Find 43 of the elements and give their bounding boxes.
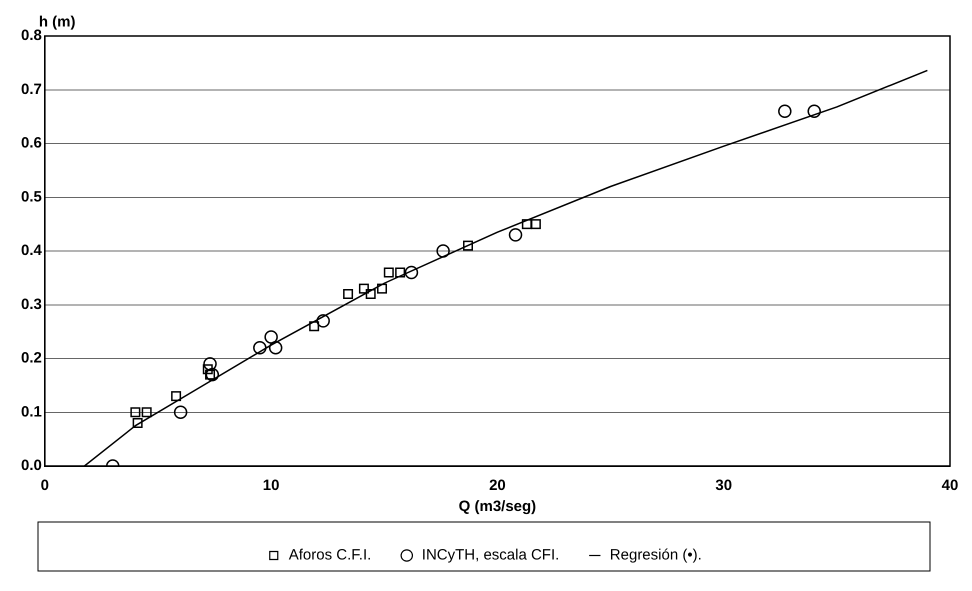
point [264, 330, 278, 344]
point [384, 268, 394, 278]
point [530, 219, 541, 230]
point [377, 284, 388, 294]
point [395, 268, 406, 278]
point [174, 406, 188, 419]
legend-label: Aforos C.F.I. [288, 546, 372, 564]
point [436, 244, 450, 258]
point [268, 341, 282, 354]
y-tick-label: 0.7 [20, 80, 42, 98]
point [309, 321, 320, 332]
x-axis-title: Q (m3/seg) [458, 498, 536, 516]
point [206, 368, 220, 382]
point [203, 357, 217, 371]
y-tick-label: 0.6 [20, 134, 42, 152]
point [366, 289, 376, 299]
x-tick-label: 20 [489, 477, 506, 494]
point [142, 407, 152, 418]
legend-label: INCyTH, escala CFI. [422, 546, 560, 564]
y-tick-label: 0.5 [20, 188, 42, 206]
point [316, 314, 330, 328]
point [463, 240, 473, 251]
point [404, 266, 418, 280]
point [807, 104, 821, 118]
point [508, 228, 522, 242]
point [358, 284, 369, 294]
y-tick-label: 0.3 [20, 296, 42, 313]
y-tick-label: 0.4 [20, 242, 42, 260]
point [778, 104, 792, 118]
legend-label: Regresión (•). [610, 546, 702, 564]
y-tick-label: 0.2 [20, 350, 42, 367]
x-tick-label: 10 [262, 477, 280, 494]
point [343, 289, 354, 299]
y-tick-label: 0.1 [20, 403, 42, 420]
x-tick-label: 0 [40, 477, 50, 494]
x-tick-label: 40 [942, 477, 958, 494]
point [253, 341, 267, 354]
y-tick-label: 0.0 [20, 457, 42, 474]
point [171, 391, 182, 402]
point [132, 418, 143, 428]
point [522, 219, 532, 230]
point [130, 407, 140, 418]
x-tick-label: 30 [715, 477, 732, 494]
